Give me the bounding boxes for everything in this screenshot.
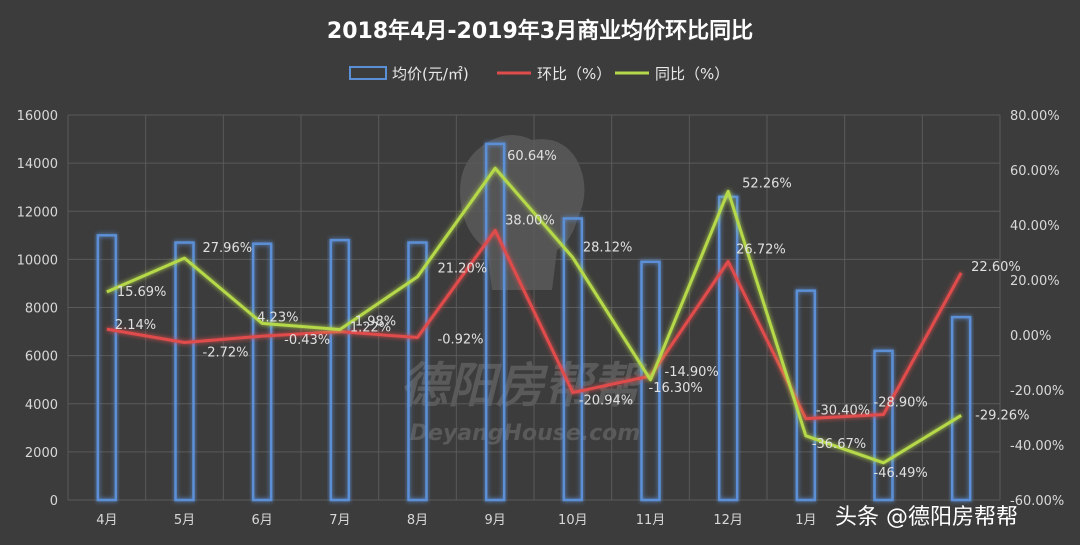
y-left-tick-label: 2000 [25,446,58,461]
y-right-tick-label: 80.00% [1010,109,1060,124]
mom-data-label: -14.90% [665,365,719,380]
bar [251,242,273,502]
lines [106,166,963,465]
legend-label-price: 均价(元/㎡) [392,65,469,83]
x-tick-label: 10月 [558,513,588,528]
y-right-tick-label: 60.00% [1010,164,1060,179]
yoy-data-label: 1.98% [355,315,396,330]
x-tick-label: 9月 [485,513,506,528]
y-left-tick-label: 6000 [25,350,58,365]
watermark: 德阳房帮帮 DeyangHouse.com [400,135,648,446]
yoy-data-label: 4.23% [257,310,298,325]
legend-swatch-price [349,66,387,80]
legend: 均价(元/㎡) 环比（%） 同比（%） [349,65,729,83]
y-left-tick-label: 4000 [25,398,58,413]
bar [795,289,817,502]
bar [717,195,739,502]
mom-data-label: 1.22% [350,321,391,336]
x-tick-label: 12月 [713,513,743,528]
credit-text: 头条 @德阳房帮帮 [835,505,1018,530]
y-right-tick-label: -60.00% [1010,494,1064,509]
mom-data-label: -0.92% [438,333,484,348]
mom-line [106,229,963,421]
mom-data-label: -0.43% [284,333,330,348]
yoy-data-label: 15.69% [117,285,167,300]
y-right-tick-label: 0.00% [1010,329,1051,344]
bar [407,241,428,502]
bar [174,241,195,502]
y-left-tick-label: 14000 [17,157,58,172]
mom-data-label: 22.60% [971,260,1021,275]
x-tick-label: 4月 [96,513,117,528]
yoy-data-label: -16.30% [649,381,703,396]
y-left-tick-label: 16000 [17,109,58,124]
yoy-line [106,166,962,465]
data-labels: 2.14% -2.72% -0.43% 1.22% -0.92% 38.00% -20.94… [115,149,1030,481]
watermark-en: DeyangHouse.com [410,421,640,446]
yoy-data-label: -36.67% [812,437,866,452]
axes: 0 2000 4000 6000 8000 10000 12000 14000 16000 -60… [17,109,1065,528]
bar [484,142,506,502]
yoy-data-label: 21.20% [438,262,488,277]
mom-data-label: 38.00% [505,214,555,229]
y-right-tick-label: 20.00% [1010,274,1060,289]
y-left-tick-label: 0 [50,494,58,509]
mom-data-label: -2.72% [203,345,249,360]
bars [96,142,972,502]
bar [950,315,972,502]
y-left-tick-label: 10000 [17,253,58,268]
x-tick-label: 11月 [636,513,666,528]
legend-label-mom: 环比（%） [537,65,611,83]
chart-title: 2018年4月-2019年3月商业均价环比同比 [327,18,753,44]
yoy-data-label: 52.26% [742,176,792,191]
x-tick-label: 1月 [795,513,816,528]
yoy-data-label: 27.96% [203,241,253,256]
y-right-tick-label: -20.00% [1010,384,1064,399]
mom-data-label: 26.72% [736,243,786,258]
bar [873,349,894,502]
bar [640,260,661,502]
yoy-data-label: 28.12% [583,241,633,256]
yoy-data-label: -46.49% [874,466,928,481]
y-right-tick-label: 40.00% [1010,219,1060,234]
bar [562,217,584,502]
x-tick-label: 7月 [329,513,350,528]
legend-label-yoy: 同比（%） [655,65,729,83]
x-tick-label: 8月 [407,513,428,528]
x-tick-label: 5月 [174,513,195,528]
mom-data-label: -28.90% [874,395,928,410]
yoy-data-label: 60.64% [507,149,557,164]
y-right-tick-label: -40.00% [1010,439,1064,454]
bar [329,238,351,502]
yoy-data-label: -29.26% [975,408,1029,423]
mom-data-label: 2.14% [115,318,156,333]
y-left-tick-label: 8000 [25,302,58,317]
bar [96,234,118,502]
x-tick-label: 6月 [252,513,273,528]
mom-data-label: -20.94% [579,394,633,409]
y-left-tick-label: 12000 [17,205,58,220]
mom-data-label: -30.40% [816,404,870,419]
